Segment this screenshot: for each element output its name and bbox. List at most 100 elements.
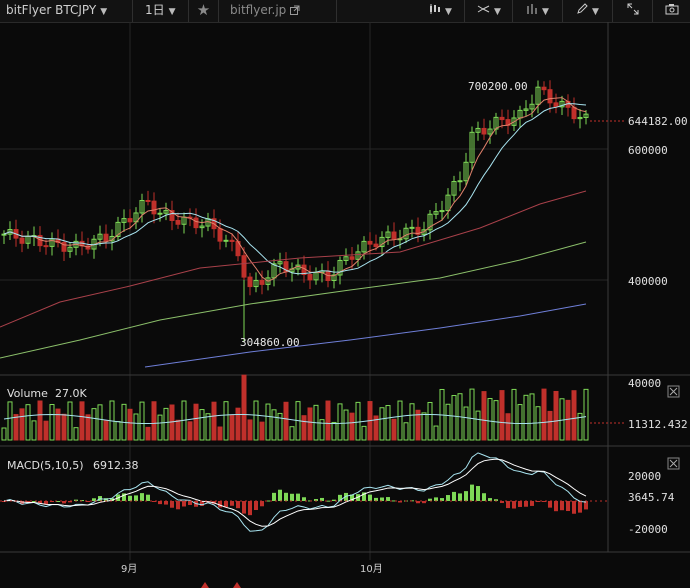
candle-body <box>67 246 73 252</box>
site-link[interactable]: bitflyer.jp <box>219 0 337 22</box>
volume-close-icon[interactable] <box>667 385 680 398</box>
volume-bar <box>223 401 229 441</box>
candle-body <box>367 240 373 245</box>
interval-selector[interactable]: 1日 ▼ <box>133 0 189 22</box>
indicators-button[interactable]: ▼ <box>513 0 563 22</box>
volume-bar <box>37 400 43 441</box>
candle-body <box>427 213 433 231</box>
candle-body <box>247 276 253 288</box>
macd-histogram-bar <box>518 501 522 507</box>
price-panel <box>0 80 589 368</box>
screenshot-button[interactable] <box>653 0 690 22</box>
macd-histogram-bar <box>146 494 150 501</box>
volume-bar <box>469 388 475 441</box>
trading-chart[interactable]: 700200.00 304860.00 644182.00 600000 400… <box>0 22 690 588</box>
symbol-selector[interactable]: bitFlyer BTCJPY ▼ <box>0 0 133 22</box>
candle-body <box>457 180 463 183</box>
volume-bar <box>487 398 493 441</box>
price-tick-600000: 600000 <box>628 144 668 157</box>
volume-bar <box>451 395 457 441</box>
draw-pencil-button[interactable]: ▼ <box>563 0 613 22</box>
macd-histogram-bar <box>572 501 576 514</box>
drawing-tools-button[interactable]: ▼ <box>465 0 513 22</box>
candle-body <box>151 200 157 215</box>
macd-histogram-bar <box>380 497 384 501</box>
volume-bar <box>73 427 79 441</box>
macd-histogram-bar <box>188 501 192 505</box>
macd-histogram-bar <box>200 501 204 506</box>
event-marker-icon <box>233 582 241 588</box>
macd-close-icon[interactable] <box>667 457 680 470</box>
macd-histogram-bar <box>140 493 144 501</box>
volume-bar <box>511 388 517 441</box>
volume-bar <box>421 412 427 441</box>
chevron-down-icon: ▼ <box>445 7 452 17</box>
macd-histogram-bar <box>260 501 264 507</box>
macd-histogram-bar <box>350 494 354 501</box>
macd-histogram-bar <box>476 486 480 501</box>
macd-histogram-bar <box>584 501 588 510</box>
volume-bar <box>193 403 199 441</box>
volume-bar <box>259 421 265 441</box>
volume-bar <box>163 407 169 441</box>
volume-bar <box>373 415 379 441</box>
external-link-icon <box>290 1 300 21</box>
macd-histogram-bar <box>326 500 330 502</box>
candle-body <box>169 210 175 221</box>
macd-histogram-bar <box>566 501 570 512</box>
volume-bar <box>289 426 295 441</box>
candle-body <box>409 226 415 229</box>
macd-histogram-bar <box>524 501 528 507</box>
macd-panel <box>0 452 608 532</box>
volume-bar <box>157 414 163 441</box>
macd-histogram-bar <box>224 501 228 508</box>
volume-bar <box>67 401 73 441</box>
grid <box>0 22 690 560</box>
volume-bar <box>445 403 451 441</box>
volume-bar <box>115 421 121 441</box>
volume-bar <box>433 425 439 441</box>
volume-axis-top: 40000 <box>628 377 661 390</box>
macd-histogram-bar <box>314 499 318 501</box>
macd-histogram-bar <box>302 497 306 501</box>
volume-bar <box>391 418 397 441</box>
bar-chart-icon <box>526 1 538 21</box>
candle-body <box>337 259 343 276</box>
volume-bar <box>379 407 385 441</box>
macd-histogram-bar <box>86 501 90 502</box>
macd-histogram-bar <box>122 493 126 501</box>
candle-body <box>481 127 487 135</box>
macd-histogram-bar <box>446 495 450 501</box>
candle-body <box>415 226 421 235</box>
volume-bar <box>343 409 349 441</box>
candle-body <box>445 194 451 212</box>
macd-histogram-bar <box>320 497 324 501</box>
volume-bar <box>241 374 247 441</box>
candle-body <box>331 274 337 281</box>
expand-icon <box>627 1 639 21</box>
candlestick-icon <box>429 1 441 21</box>
event-marker-icon <box>201 582 209 588</box>
candle-body <box>433 211 439 215</box>
candle-body <box>1 233 7 236</box>
macd-histogram-bar <box>62 501 66 504</box>
volume-bar <box>13 414 19 441</box>
macd-histogram-bar <box>26 501 30 503</box>
volume-current: 11312.432 <box>628 418 688 431</box>
macd-histogram-bar <box>494 499 498 501</box>
interval-label: 1日 <box>145 3 165 17</box>
volume-bar <box>385 405 391 441</box>
macd-histogram-bar <box>392 500 396 502</box>
candle-body <box>547 89 553 104</box>
macd-histogram-bar <box>242 501 246 514</box>
candle-body <box>571 106 577 120</box>
macd-histogram-bar <box>170 501 174 508</box>
volume-bar <box>547 410 553 441</box>
candle-body <box>139 200 145 214</box>
candle-body <box>475 127 481 133</box>
macd-histogram-bar <box>428 498 432 501</box>
favorite-star-icon[interactable]: ★ <box>189 0 219 22</box>
volume-bar <box>217 426 223 441</box>
fullscreen-button[interactable] <box>613 0 653 22</box>
chart-type-button[interactable]: ▼ <box>417 0 465 22</box>
